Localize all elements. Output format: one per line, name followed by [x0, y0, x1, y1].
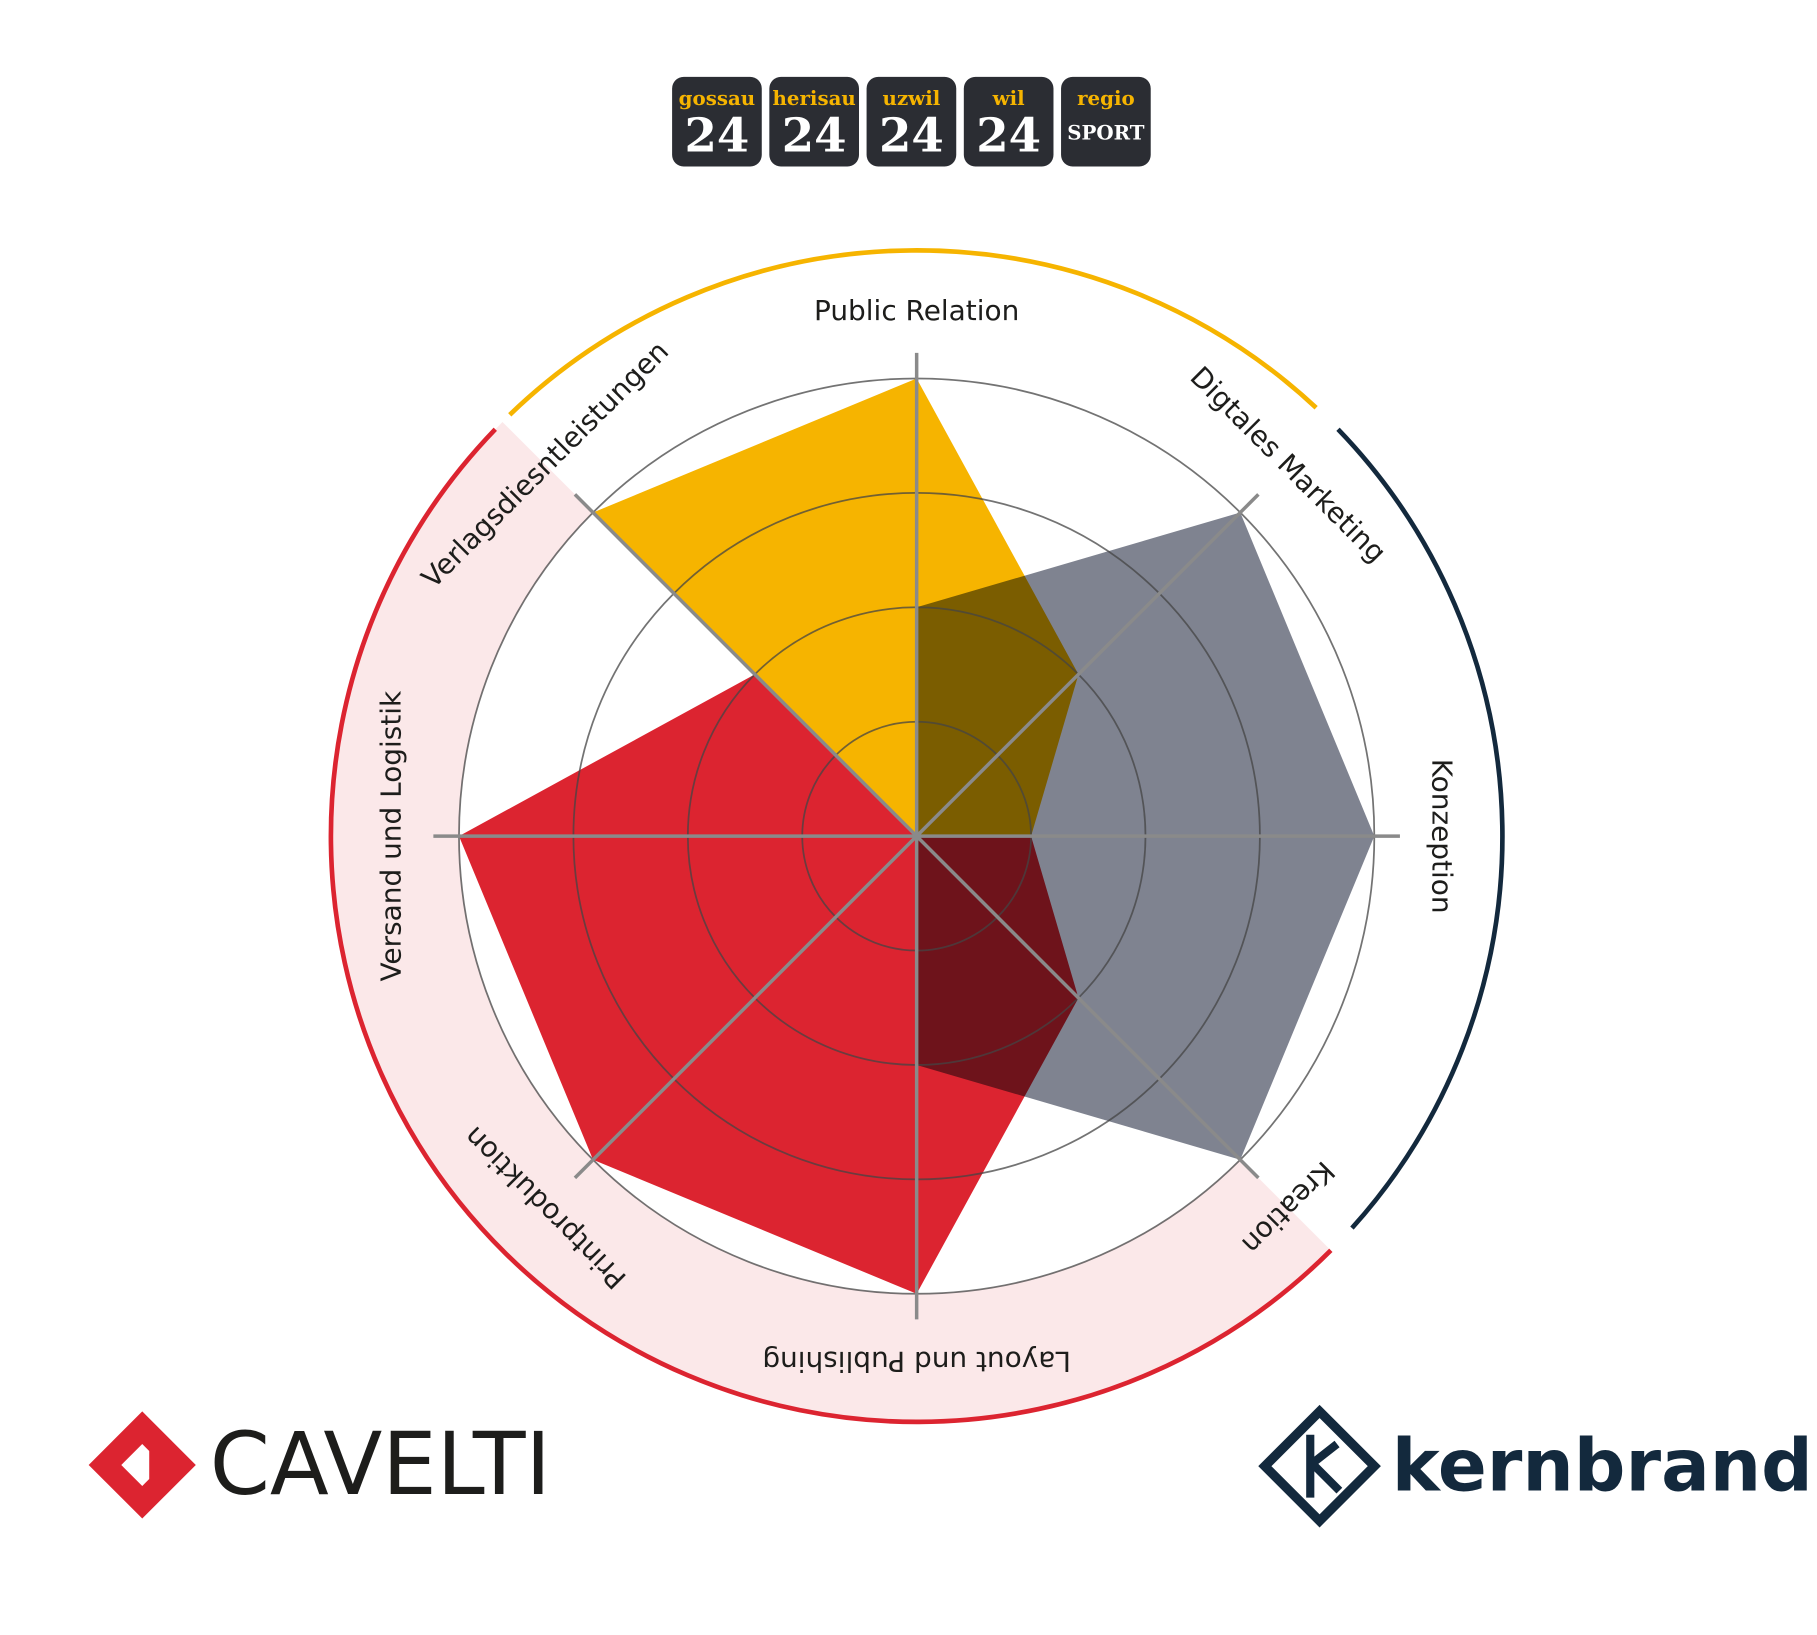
- kernbrand-k: [1306, 1434, 1343, 1498]
- axis-line: [915, 493, 1260, 838]
- cavelti-logo: CAVELTI: [88, 1411, 551, 1519]
- axis-label: Public Relation: [814, 294, 1019, 327]
- axis-label: Konzeption: [1426, 759, 1459, 914]
- badge: [963, 76, 1054, 167]
- badge-label: uzwil: [883, 86, 941, 110]
- kernbrand-logo: kernbrand: [1258, 1404, 1813, 1528]
- axis-line: [573, 493, 918, 838]
- arc-red: [328, 427, 1333, 1424]
- arc-yellow: [508, 248, 1318, 417]
- badge-number: 24: [879, 107, 944, 162]
- badge-number: 24: [976, 107, 1041, 162]
- badge-label: gossau: [679, 86, 756, 110]
- badge: [769, 76, 860, 167]
- axis-label: Layout und Publishing: [762, 1345, 1071, 1378]
- kernbrand-mark: [1258, 1404, 1381, 1528]
- axis-label: Versand und Logistik: [375, 690, 408, 982]
- badge-number: 24: [782, 107, 847, 162]
- badge-label: regio: [1077, 86, 1135, 110]
- cavelti-mark-inner: [149, 1451, 175, 1479]
- badge: [1061, 76, 1151, 167]
- kernbrand-text: kernbrand: [1392, 1425, 1813, 1509]
- badge-label: herisau: [773, 86, 856, 110]
- badge: [866, 76, 957, 167]
- badge-number: 24: [685, 107, 750, 162]
- arc-navy: [1336, 427, 1505, 1230]
- badge-label: wil: [992, 86, 1026, 110]
- badge: [672, 76, 762, 167]
- axis-line: [915, 834, 1260, 1180]
- badge-number: SPORT: [1067, 121, 1144, 145]
- axis-line: [573, 834, 918, 1180]
- cavelti-text: CAVELTI: [210, 1415, 551, 1515]
